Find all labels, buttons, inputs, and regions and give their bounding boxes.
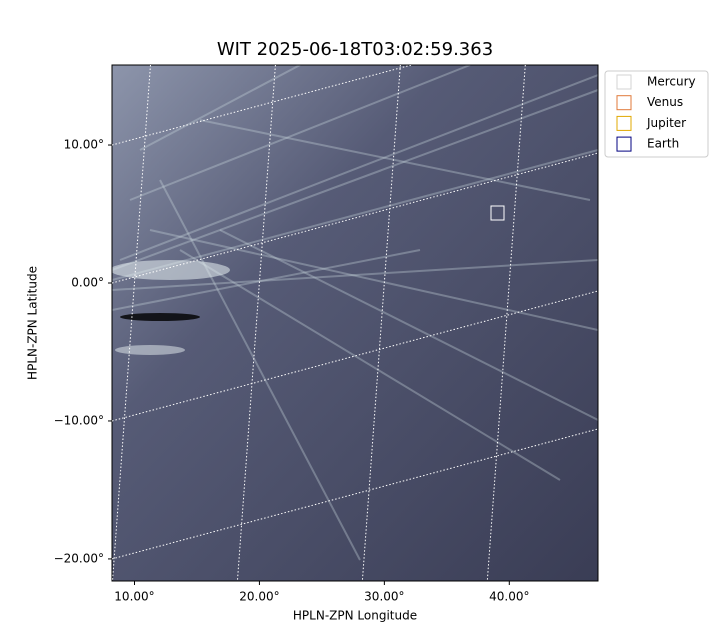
legend-swatch: [616, 115, 632, 131]
y-tick-label: −10.00°: [54, 413, 104, 427]
y-tick-label: −20.00°: [54, 551, 104, 565]
x-tick-label: 10.00°: [114, 590, 154, 604]
legend-label: Venus: [647, 95, 683, 109]
earth-marker: [490, 205, 505, 221]
legend-label: Mercury: [647, 75, 696, 89]
y-tick-label: 10.00°: [64, 138, 104, 152]
x-tick-label: 40.00°: [489, 590, 529, 604]
x-tick-label: 20.00°: [239, 590, 279, 604]
plot-frame: [111, 64, 599, 582]
grid-line: [236, 65, 276, 581]
image: [112, 65, 598, 581]
y-tick-label: 0.00°: [71, 275, 104, 289]
legend-label: Jupiter: [646, 116, 686, 130]
legend-swatch: [616, 136, 632, 152]
grid-line: [112, 65, 151, 581]
y-axis-label: HPLN-ZPN Latitude: [26, 266, 40, 380]
x-tick-label: 30.00°: [364, 590, 404, 604]
x-axis-label: HPLN-ZPN Longitude: [293, 609, 417, 623]
legend: [604, 70, 709, 158]
legend-swatch: [616, 95, 632, 111]
grid-line: [361, 65, 401, 581]
legend-swatch: [616, 74, 632, 90]
legend-label: Earth: [647, 137, 679, 151]
grid-line: [486, 65, 526, 581]
chart-title: WIT 2025-06-18T03:02:59.363: [217, 39, 493, 60]
